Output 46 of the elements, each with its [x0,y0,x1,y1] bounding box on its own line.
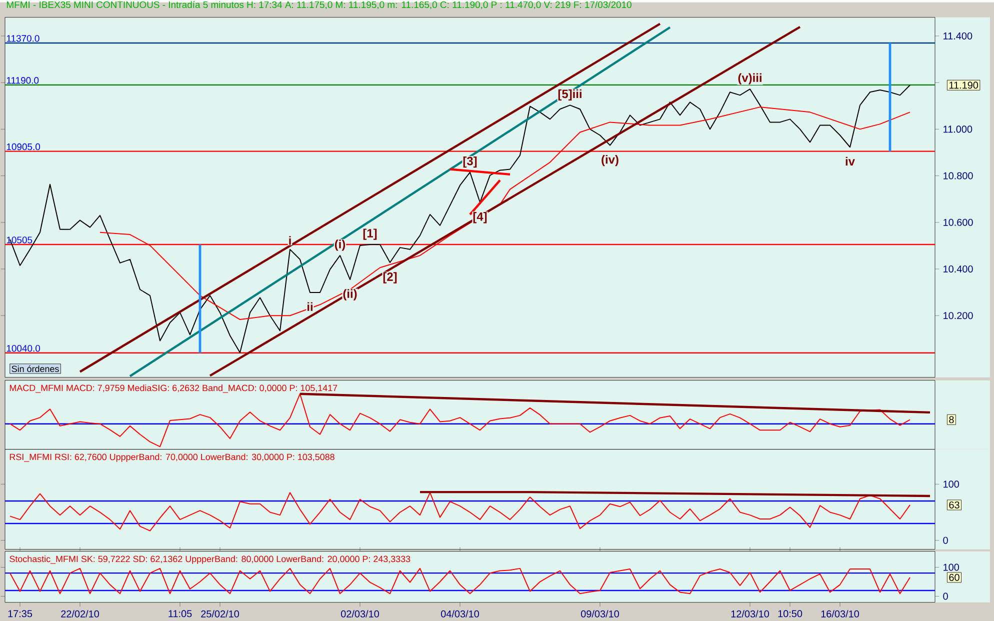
annotation: [4] [473,212,487,224]
annotation: i [289,236,291,245]
x-tick-label: 25/02/10 [201,610,240,618]
y-tick-label: 10.800 [944,172,973,180]
y-tick-label: 11.400 [944,32,972,40]
ref-line-label: 11190.0 [6,76,39,84]
text: 63 [949,501,960,508]
ref-line-label: 11370.0 [6,34,40,42]
chart-title: RSI_MFMI RSI: 62,7600 UppperBand: 70,0000 LowerBand: 30,0000 P: 103,5088 [10,453,334,462]
y-tick-label: 10.400 [944,265,973,272]
annotation: (i) [334,239,346,251]
x-tick-label: 09/03/10 [581,610,619,618]
y-tick-label: 100 [944,564,960,571]
x-tick-label: 22/02/10 [61,610,100,618]
y-tick-label: 100 [944,480,960,488]
x-tick-label: 04/03/10 [441,610,479,618]
annotation: [3] [463,156,477,168]
y-tick-label: 10.200 [944,312,973,319]
ref-line-label: 10905.0 [6,143,40,150]
annotation: iv [846,156,855,166]
x-tick-label: 17:35 [8,610,32,617]
chart-title: MACD_MFMI MACD: 7,9759 MediaSIG: 6,2632 Band_MACD: 0,0000 P: 105,1417 [10,384,338,393]
y-tick-label: 0 [943,536,948,544]
annotation: [2] [383,272,397,284]
text: 8 [949,416,954,423]
annotation: (ii) [343,289,357,300]
x-tick-label: 11:05 [168,610,192,617]
y-tick-label: 10.600 [944,218,973,226]
chart-title: MFMI - IBEX35 MINI CONTINUOUS - Intradía 5 minutos H: 17:34 A: 11.175,0 M: 11.195,0 m: 11.165,0 C: 11.190,0 P : 11.470,0 V: 219 F: 17/03/2010 [6,0,632,10]
x-tick-label: 12/03/10 [731,610,769,618]
annotation: ii [308,302,312,311]
annotation: (v)iii [738,73,762,84]
text: 60 [949,574,960,581]
y-tick-label: 0 [943,592,948,600]
ref-line-label: 10040.0 [6,344,40,352]
text: 11.190 [949,81,978,88]
y-tick-label: 11.000 [944,125,972,133]
ref-line-label: 10505 [6,236,32,244]
x-tick-label: 10:50 [778,610,802,617]
annotation: [1] [363,228,377,240]
annotation: [5]iii [558,89,582,100]
x-tick-label: 16/03/10 [821,610,859,618]
annotation: (iv) [602,154,618,166]
chart-title: Stochastic_MFMI SK: 59,7222 SD: 62,1362 UppperBand: 80,0000 LowerBand: 20,0000 P: 243,3333 [10,555,410,564]
x-tick-label: 02/03/10 [341,610,380,618]
annotation: Sin órdenes [12,365,59,372]
